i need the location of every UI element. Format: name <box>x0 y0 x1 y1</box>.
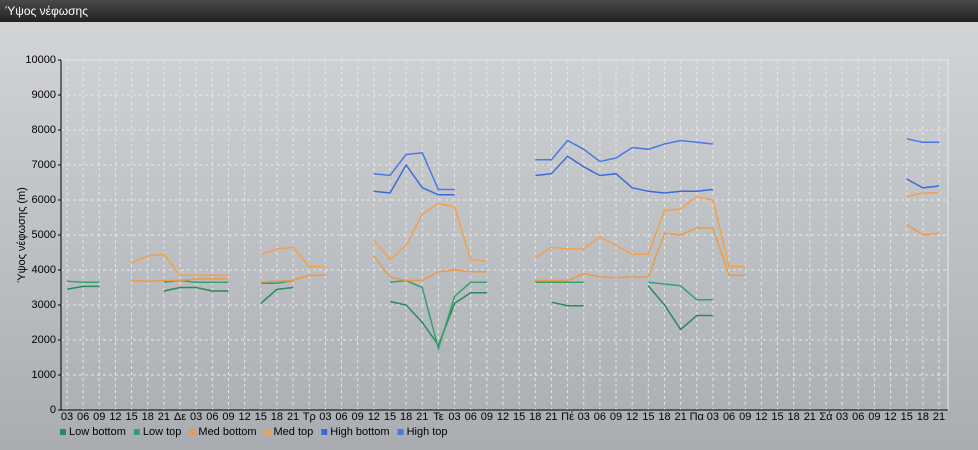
y-tick-label: 4000 <box>32 264 56 276</box>
x-tick-label: 15 <box>642 411 654 423</box>
x-tick-label: 12 <box>368 411 380 423</box>
x-tick-label: 15 <box>901 411 913 423</box>
x-tick-label: 21 <box>804 411 816 423</box>
x-tick-label: 21 <box>416 411 428 423</box>
legend-label: Med bottom <box>198 426 256 438</box>
legend-label: Low top <box>143 426 182 438</box>
x-tick-label: 03 <box>836 411 848 423</box>
x-tick-label: 06 <box>594 411 606 423</box>
series-line <box>373 138 939 191</box>
y-axis-label: Ύψος νέφωσης (m) <box>16 187 28 283</box>
series-line <box>66 279 713 352</box>
legend-swatch <box>133 429 140 435</box>
x-tick-label: 18 <box>271 411 283 423</box>
x-tick-label: 21 <box>287 411 299 423</box>
x-tick-label: 09 <box>222 411 234 423</box>
x-tick-label: 18 <box>400 411 412 423</box>
y-tick-label: 8000 <box>32 124 56 136</box>
x-tick-label: 15 <box>513 411 525 423</box>
legend-label: High top <box>407 426 448 438</box>
series-line <box>66 285 713 347</box>
x-tick-label: 18 <box>658 411 670 423</box>
x-tick-label: 18 <box>529 411 541 423</box>
x-tick-label: 06 <box>206 411 218 423</box>
x-tick-label: Σά <box>819 411 833 423</box>
x-tick-label: 03 <box>707 411 719 423</box>
y-tick-label: 6000 <box>32 194 56 206</box>
x-tick-label: 18 <box>142 411 154 423</box>
x-tick-label: Πέ <box>561 411 574 423</box>
legend-label: Med top <box>274 426 314 438</box>
legend-swatch <box>189 429 196 435</box>
x-tick-label: 09 <box>93 411 105 423</box>
x-tick-label: 21 <box>158 411 170 423</box>
series-line <box>131 223 940 284</box>
x-tick-label: 21 <box>675 411 687 423</box>
series-line <box>373 155 940 196</box>
x-tick-label: 09 <box>610 411 622 423</box>
legend-swatch <box>397 429 404 435</box>
y-tick-label: 10000 <box>25 54 56 66</box>
x-tick-label: 09 <box>739 411 751 423</box>
x-tick-label: 12 <box>109 411 121 423</box>
x-tick-label: 03 <box>61 411 73 423</box>
x-tick-label: 12 <box>497 411 509 423</box>
x-tick-label: 09 <box>481 411 493 423</box>
x-tick-label: 06 <box>852 411 864 423</box>
x-tick-label: 12 <box>755 411 767 423</box>
x-tick-label: 18 <box>788 411 800 423</box>
x-tick-label: Δε <box>174 411 186 423</box>
x-tick-label: 15 <box>255 411 267 423</box>
y-tick-label: 3000 <box>32 299 56 311</box>
y-tick-label: 0 <box>50 404 56 416</box>
legend-label: Low bottom <box>69 426 126 438</box>
window-title: Ύψος νέφωσης <box>5 4 88 18</box>
x-tick-label: 06 <box>335 411 347 423</box>
x-tick-label: 15 <box>771 411 783 423</box>
legend-label: High bottom <box>330 426 389 438</box>
x-tick-label: Τε <box>433 411 444 423</box>
x-tick-label: 12 <box>239 411 251 423</box>
y-tick-label: 2000 <box>32 334 56 346</box>
x-tick-label: 15 <box>125 411 137 423</box>
x-tick-label: 06 <box>77 411 89 423</box>
x-tick-label: 12 <box>884 411 896 423</box>
x-tick-label: 09 <box>868 411 880 423</box>
legend-swatch <box>321 429 328 435</box>
y-tick-label: 7000 <box>32 159 56 171</box>
y-tick-label: 9000 <box>32 89 56 101</box>
legend-swatch <box>264 429 271 435</box>
x-tick-label: 21 <box>933 411 945 423</box>
series-line <box>131 192 939 277</box>
x-tick-label: 09 <box>352 411 364 423</box>
x-tick-label: 06 <box>723 411 735 423</box>
x-tick-label: 03 <box>448 411 460 423</box>
x-tick-label: 18 <box>917 411 929 423</box>
x-tick-label: Πα <box>690 411 705 423</box>
x-tick-label: Τρ <box>303 411 316 423</box>
x-tick-label: 03 <box>578 411 590 423</box>
x-tick-label: 12 <box>626 411 638 423</box>
title-bar <box>0 0 978 22</box>
x-tick-label: 21 <box>545 411 557 423</box>
x-tick-label: 06 <box>465 411 477 423</box>
y-tick-label: 1000 <box>32 369 56 381</box>
legend-swatch <box>60 429 66 435</box>
y-tick-label: 5000 <box>32 229 56 241</box>
x-tick-label: 15 <box>384 411 396 423</box>
x-tick-label: 03 <box>190 411 202 423</box>
x-tick-label: 03 <box>319 411 331 423</box>
